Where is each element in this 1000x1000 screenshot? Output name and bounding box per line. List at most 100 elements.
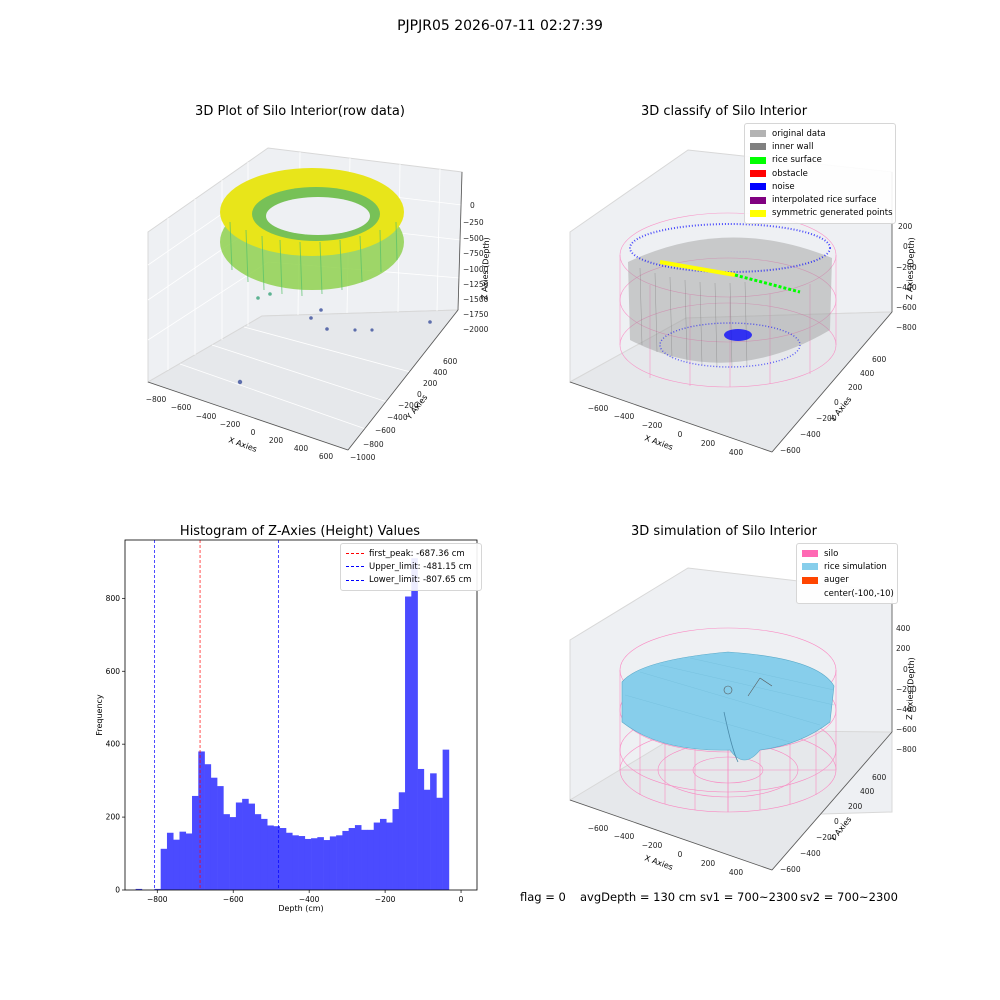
legend-item: inner wall xyxy=(750,140,890,153)
histogram-bar xyxy=(210,777,218,890)
plot1-ztick: −1250 xyxy=(463,280,489,289)
histogram-bar xyxy=(204,764,212,890)
histogram-bar xyxy=(442,749,450,890)
footer-sv2: sv2 = 700~2300 xyxy=(800,890,898,904)
plot1-xtick: −200 xyxy=(220,420,241,429)
plot2-xtick: 0 xyxy=(678,430,683,439)
legend-item: noise xyxy=(750,180,890,193)
legend-swatch xyxy=(750,183,766,191)
legend-swatch xyxy=(802,550,818,558)
plot1-ytick: −400 xyxy=(387,413,408,422)
plot4-ztick: −200 xyxy=(896,685,917,694)
histogram-bar xyxy=(430,773,437,890)
histogram-bar xyxy=(348,828,356,890)
plot1-3d-scatter: −800 −600 −400 −200 0 200 400 600 X Axie… xyxy=(146,147,491,462)
legend-item: Lower_limit: -807.65 cm xyxy=(346,574,476,587)
plot2-xtick: −400 xyxy=(614,412,635,421)
plot4-ytick: 200 xyxy=(848,802,863,811)
plot4-ytick: 600 xyxy=(872,773,887,782)
histogram-bar xyxy=(286,832,293,890)
x-tick-label: −200 xyxy=(375,895,396,904)
plot1-ztick: −1000 xyxy=(463,265,489,274)
plot4-ytick: 400 xyxy=(860,787,875,796)
legend-swatch xyxy=(750,170,766,178)
plot2-ytick: 400 xyxy=(860,369,875,378)
plot1-ztick: −750 xyxy=(463,249,484,258)
plot1-xtick: −800 xyxy=(146,395,167,404)
legend-label: rice simulation xyxy=(824,561,887,572)
histogram-bar xyxy=(192,795,199,890)
histogram-bar xyxy=(135,888,143,890)
histogram-bar xyxy=(166,832,174,890)
legend-swatch xyxy=(750,196,766,204)
plot3-ylabel: Frequency xyxy=(95,694,104,736)
y-tick-label: 600 xyxy=(106,667,121,676)
x-tick-label: −400 xyxy=(299,895,320,904)
plot2-ytick: 0 xyxy=(834,398,839,407)
legend-swatch xyxy=(750,143,766,151)
plot1-ytick: 400 xyxy=(433,368,448,377)
plot2-ztick: 0 xyxy=(903,242,908,251)
x-tick-label: 0 xyxy=(459,895,464,904)
plot3-histogram: −800 −600 −400 −200 0 0 200 400 600 800 Depth (c… xyxy=(95,539,478,913)
histogram-bar xyxy=(386,822,393,890)
histogram-bar xyxy=(411,558,418,890)
plot2-xlabel: X Axies xyxy=(643,433,674,452)
histogram-bar xyxy=(367,829,375,890)
plot4-xtick: 200 xyxy=(701,859,716,868)
plot4-ytick: 0 xyxy=(834,817,839,826)
plot4-ytick: −200 xyxy=(816,833,837,842)
histogram-bar xyxy=(273,826,281,890)
plot2-legend: original data inner wall rice surface ob… xyxy=(744,123,896,225)
plot1-zlabel: Z Axies (Depth) xyxy=(480,237,491,300)
plot2-ztick: −400 xyxy=(896,283,917,292)
plot4-xlabel: X Axies xyxy=(643,853,674,872)
plot1-xtick: 200 xyxy=(269,436,284,445)
plot1-ztick: −250 xyxy=(463,218,484,227)
plot2-ytick: −200 xyxy=(816,414,837,423)
legend-item: silo xyxy=(802,547,892,560)
histogram-bar xyxy=(173,839,180,890)
legend-label: original data xyxy=(772,128,826,139)
plot3-title: Histogram of Z-Axies (Height) Values xyxy=(179,524,421,539)
legend-label: symmetric generated points xyxy=(772,208,893,219)
plot1-ytick: 200 xyxy=(423,379,438,388)
y-tick-label: 0 xyxy=(115,886,120,895)
histogram-bar xyxy=(298,836,306,890)
plot4-ztick: −800 xyxy=(896,745,917,754)
legend-label: auger xyxy=(824,575,849,586)
histogram-bar xyxy=(260,818,268,890)
plot1-ytick: −1000 xyxy=(350,453,376,462)
legend-item: center(-100,-10) xyxy=(802,587,894,600)
plot2-ylabel: Y Axies xyxy=(828,395,854,424)
histogram-bar xyxy=(160,848,168,890)
legend-item: symmetric generated points xyxy=(750,207,893,220)
histogram-bar xyxy=(292,835,299,890)
histogram-bar xyxy=(198,751,205,890)
plot1-ytick: −800 xyxy=(363,440,384,449)
plot4-legend: silo rice simulation auger center(-100,-… xyxy=(796,543,898,605)
histogram-bar xyxy=(179,831,187,890)
plot1-xtick: −600 xyxy=(171,403,192,412)
histogram-bar xyxy=(248,803,255,890)
histogram-bar xyxy=(267,825,274,890)
plot4-xtick: −200 xyxy=(642,841,663,850)
y-tick-label: 400 xyxy=(106,740,121,749)
plot1-xtick: −400 xyxy=(196,412,217,421)
legend-item: original data xyxy=(750,127,890,140)
legend-swatch xyxy=(802,563,818,571)
plot1-ytick: 0 xyxy=(417,390,422,399)
plot4-ztick: −400 xyxy=(896,705,917,714)
histogram-bar xyxy=(392,809,400,890)
plot1-ytick: 600 xyxy=(443,357,458,366)
plot2-noise-band xyxy=(629,223,831,273)
plot2-zlabel: Z Axies (Depth) xyxy=(905,237,916,300)
plot2-3d-classify: −600 −400 −200 0 200 400 X Axies −600 −4… xyxy=(568,149,917,457)
plot2-ytick: 200 xyxy=(848,383,863,392)
plot1-ztick: −1500 xyxy=(463,295,489,304)
plot2-symmetric-points xyxy=(659,260,736,277)
plot4-ztick: 0 xyxy=(903,665,908,674)
histogram-bar xyxy=(354,825,362,890)
plot1-xtick: 600 xyxy=(319,452,334,461)
legend-label: first_peak: -687.36 cm xyxy=(369,548,465,559)
